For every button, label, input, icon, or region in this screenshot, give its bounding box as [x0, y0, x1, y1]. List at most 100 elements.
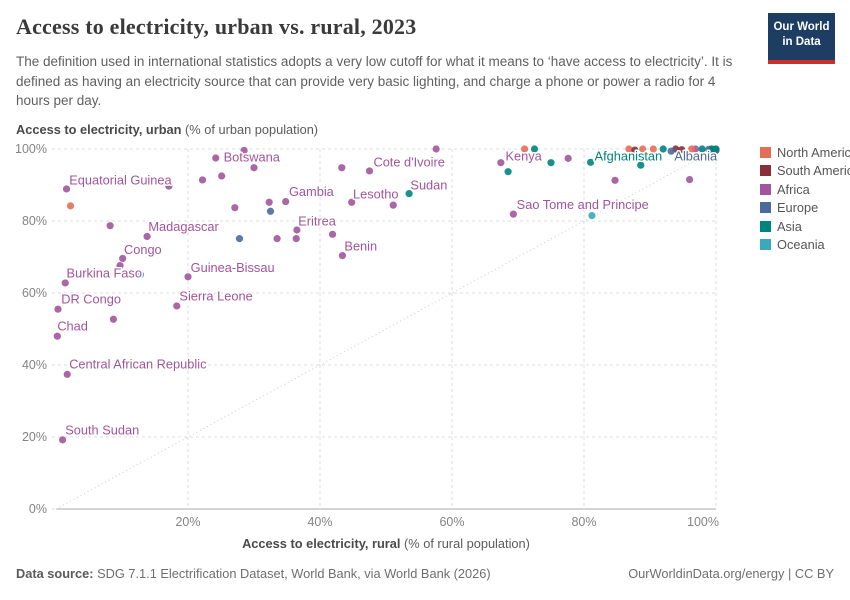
data-point-south-america[interactable] [631, 146, 639, 154]
legend-label: South America [777, 163, 850, 178]
data-point-botswana[interactable] [212, 154, 220, 162]
legend-label: Oceania [777, 237, 825, 252]
data-point-dr-congo[interactable] [54, 305, 62, 313]
point-label-madagascar: Madagascar [148, 219, 219, 234]
data-point-asia[interactable] [504, 168, 512, 176]
data-point-africa[interactable] [106, 222, 114, 230]
owid-logo-line2: in Data [782, 35, 821, 48]
legend-item-asia[interactable]: Asia [760, 219, 850, 234]
data-point-sudan[interactable] [389, 201, 397, 209]
data-point-benin[interactable] [338, 251, 347, 260]
data-point-kenya[interactable] [497, 159, 505, 167]
point-label-dr-congo: DR Congo [61, 291, 121, 306]
data-point-africa[interactable] [686, 176, 694, 184]
x-axis-title-bold: Access to electricity, rural [242, 536, 401, 551]
point-label-guinea-bissau: Guinea-Bissau [191, 260, 275, 275]
data-point-asia[interactable] [712, 145, 720, 153]
data-point-chad[interactable] [53, 332, 61, 340]
data-point-africa[interactable] [218, 172, 226, 180]
legend-swatch-icon [760, 183, 771, 195]
point-label-albania: Albania [674, 149, 718, 164]
point-label-kenya: Kenya [505, 149, 542, 164]
legend-item-africa[interactable]: Africa [760, 181, 850, 197]
data-point-oceania[interactable] [588, 212, 596, 220]
legend-swatch-icon [760, 239, 771, 250]
x-tick-label-40: 40% [307, 515, 332, 529]
point-label-chad: Chad [57, 318, 88, 333]
data-point-asia[interactable] [405, 190, 413, 198]
data-point-north-america[interactable] [66, 202, 75, 210]
data-point-north-america[interactable] [687, 145, 696, 153]
data-point-asia[interactable] [530, 145, 539, 153]
data-point-africa[interactable] [564, 154, 572, 162]
x-axis-title: Access to electricity, rural (% of rural… [0, 536, 772, 551]
data-point-africa[interactable] [338, 164, 346, 172]
point-label-benin: Benin [344, 239, 377, 254]
x-tick-label-60: 60% [439, 515, 464, 529]
data-point-africa[interactable] [432, 145, 440, 153]
legend-item-north-america[interactable]: North America [760, 144, 850, 160]
data-point-africa[interactable] [328, 230, 337, 238]
legend-swatch-icon [760, 202, 771, 213]
data-point-gambia[interactable] [282, 197, 290, 206]
data-point-lesotho[interactable] [348, 198, 356, 206]
data-point-afghanistan[interactable] [587, 158, 595, 166]
data-point-congo[interactable] [119, 254, 127, 263]
data-point-north-america[interactable] [649, 145, 657, 153]
point-label-sao-tome-and-principe: Sao Tome and Principe [517, 197, 649, 212]
data-point-africa[interactable] [62, 185, 71, 193]
chart-subtitle: The definition used in international sta… [16, 54, 733, 109]
data-point-africa[interactable] [611, 176, 619, 184]
data-point-africa[interactable] [292, 235, 300, 243]
legend-item-oceania[interactable]: Oceania [760, 237, 850, 252]
data-point-central-african-republic[interactable] [63, 370, 71, 378]
data-point-asia[interactable] [637, 161, 645, 169]
legend-item-europe[interactable]: Europe [760, 200, 850, 215]
legend-swatch-icon [760, 165, 771, 176]
data-point-albania[interactable] [667, 147, 675, 155]
data-point-sierra-leone[interactable] [173, 302, 181, 310]
footer-attribution[interactable]: OurWorldinData.org/energy | CC BY [628, 566, 834, 581]
legend-item-south-america[interactable]: South America [760, 163, 850, 178]
data-point-africa[interactable] [198, 176, 207, 184]
point-label-eritrea: Eritrea [298, 213, 337, 228]
data-point-europe[interactable] [235, 235, 244, 243]
data-point-asia[interactable] [698, 145, 706, 153]
data-point-africa[interactable] [240, 146, 248, 155]
data-point-europe[interactable] [266, 207, 275, 215]
data-point-africa[interactable] [265, 198, 273, 206]
data-point-burkina-faso[interactable] [61, 279, 69, 287]
legend-label: Europe [777, 200, 819, 215]
data-point-south-sudan[interactable] [59, 436, 67, 444]
data-point-asia[interactable] [659, 145, 667, 153]
data-point-africa[interactable] [116, 262, 124, 270]
data-point-north-america[interactable] [521, 145, 529, 153]
data-point-north-america[interactable] [625, 145, 633, 153]
x-tick-label-20: 20% [175, 515, 200, 529]
data-point-cote-d-ivoire[interactable] [365, 167, 374, 175]
legend-label: Africa [777, 181, 810, 197]
point-label-lesotho: Lesotho [353, 186, 399, 201]
data-point-eritrea[interactable] [293, 226, 301, 234]
data-point-africa[interactable] [231, 204, 239, 212]
data-point-africa[interactable] [250, 164, 258, 172]
data-point-equatorial-guinea[interactable] [165, 182, 173, 190]
data-point-guinea-bissau[interactable] [184, 273, 192, 281]
data-point-asia[interactable] [547, 159, 555, 167]
data-point-africa[interactable] [273, 235, 281, 243]
data-point-south-america[interactable] [678, 146, 686, 154]
y-axis-title: Access to electricity, urban (% of urban… [16, 122, 318, 137]
data-point-sao-tome-and-principe[interactable] [509, 210, 517, 218]
data-point-oceania[interactable] [136, 271, 145, 279]
point-label-central-african-republic: Central African Republic [69, 357, 207, 372]
legend-label: North America [777, 144, 850, 160]
y-tick-label-100: 100% [15, 142, 47, 156]
y-tick-label-0: 0% [29, 502, 47, 516]
data-point-madagascar[interactable] [143, 232, 151, 241]
data-point-north-america[interactable] [639, 145, 647, 153]
data-point-africa[interactable] [109, 315, 118, 323]
y-tick-label-80: 80% [22, 214, 47, 228]
owid-logo[interactable]: Our World in Data [768, 13, 835, 64]
